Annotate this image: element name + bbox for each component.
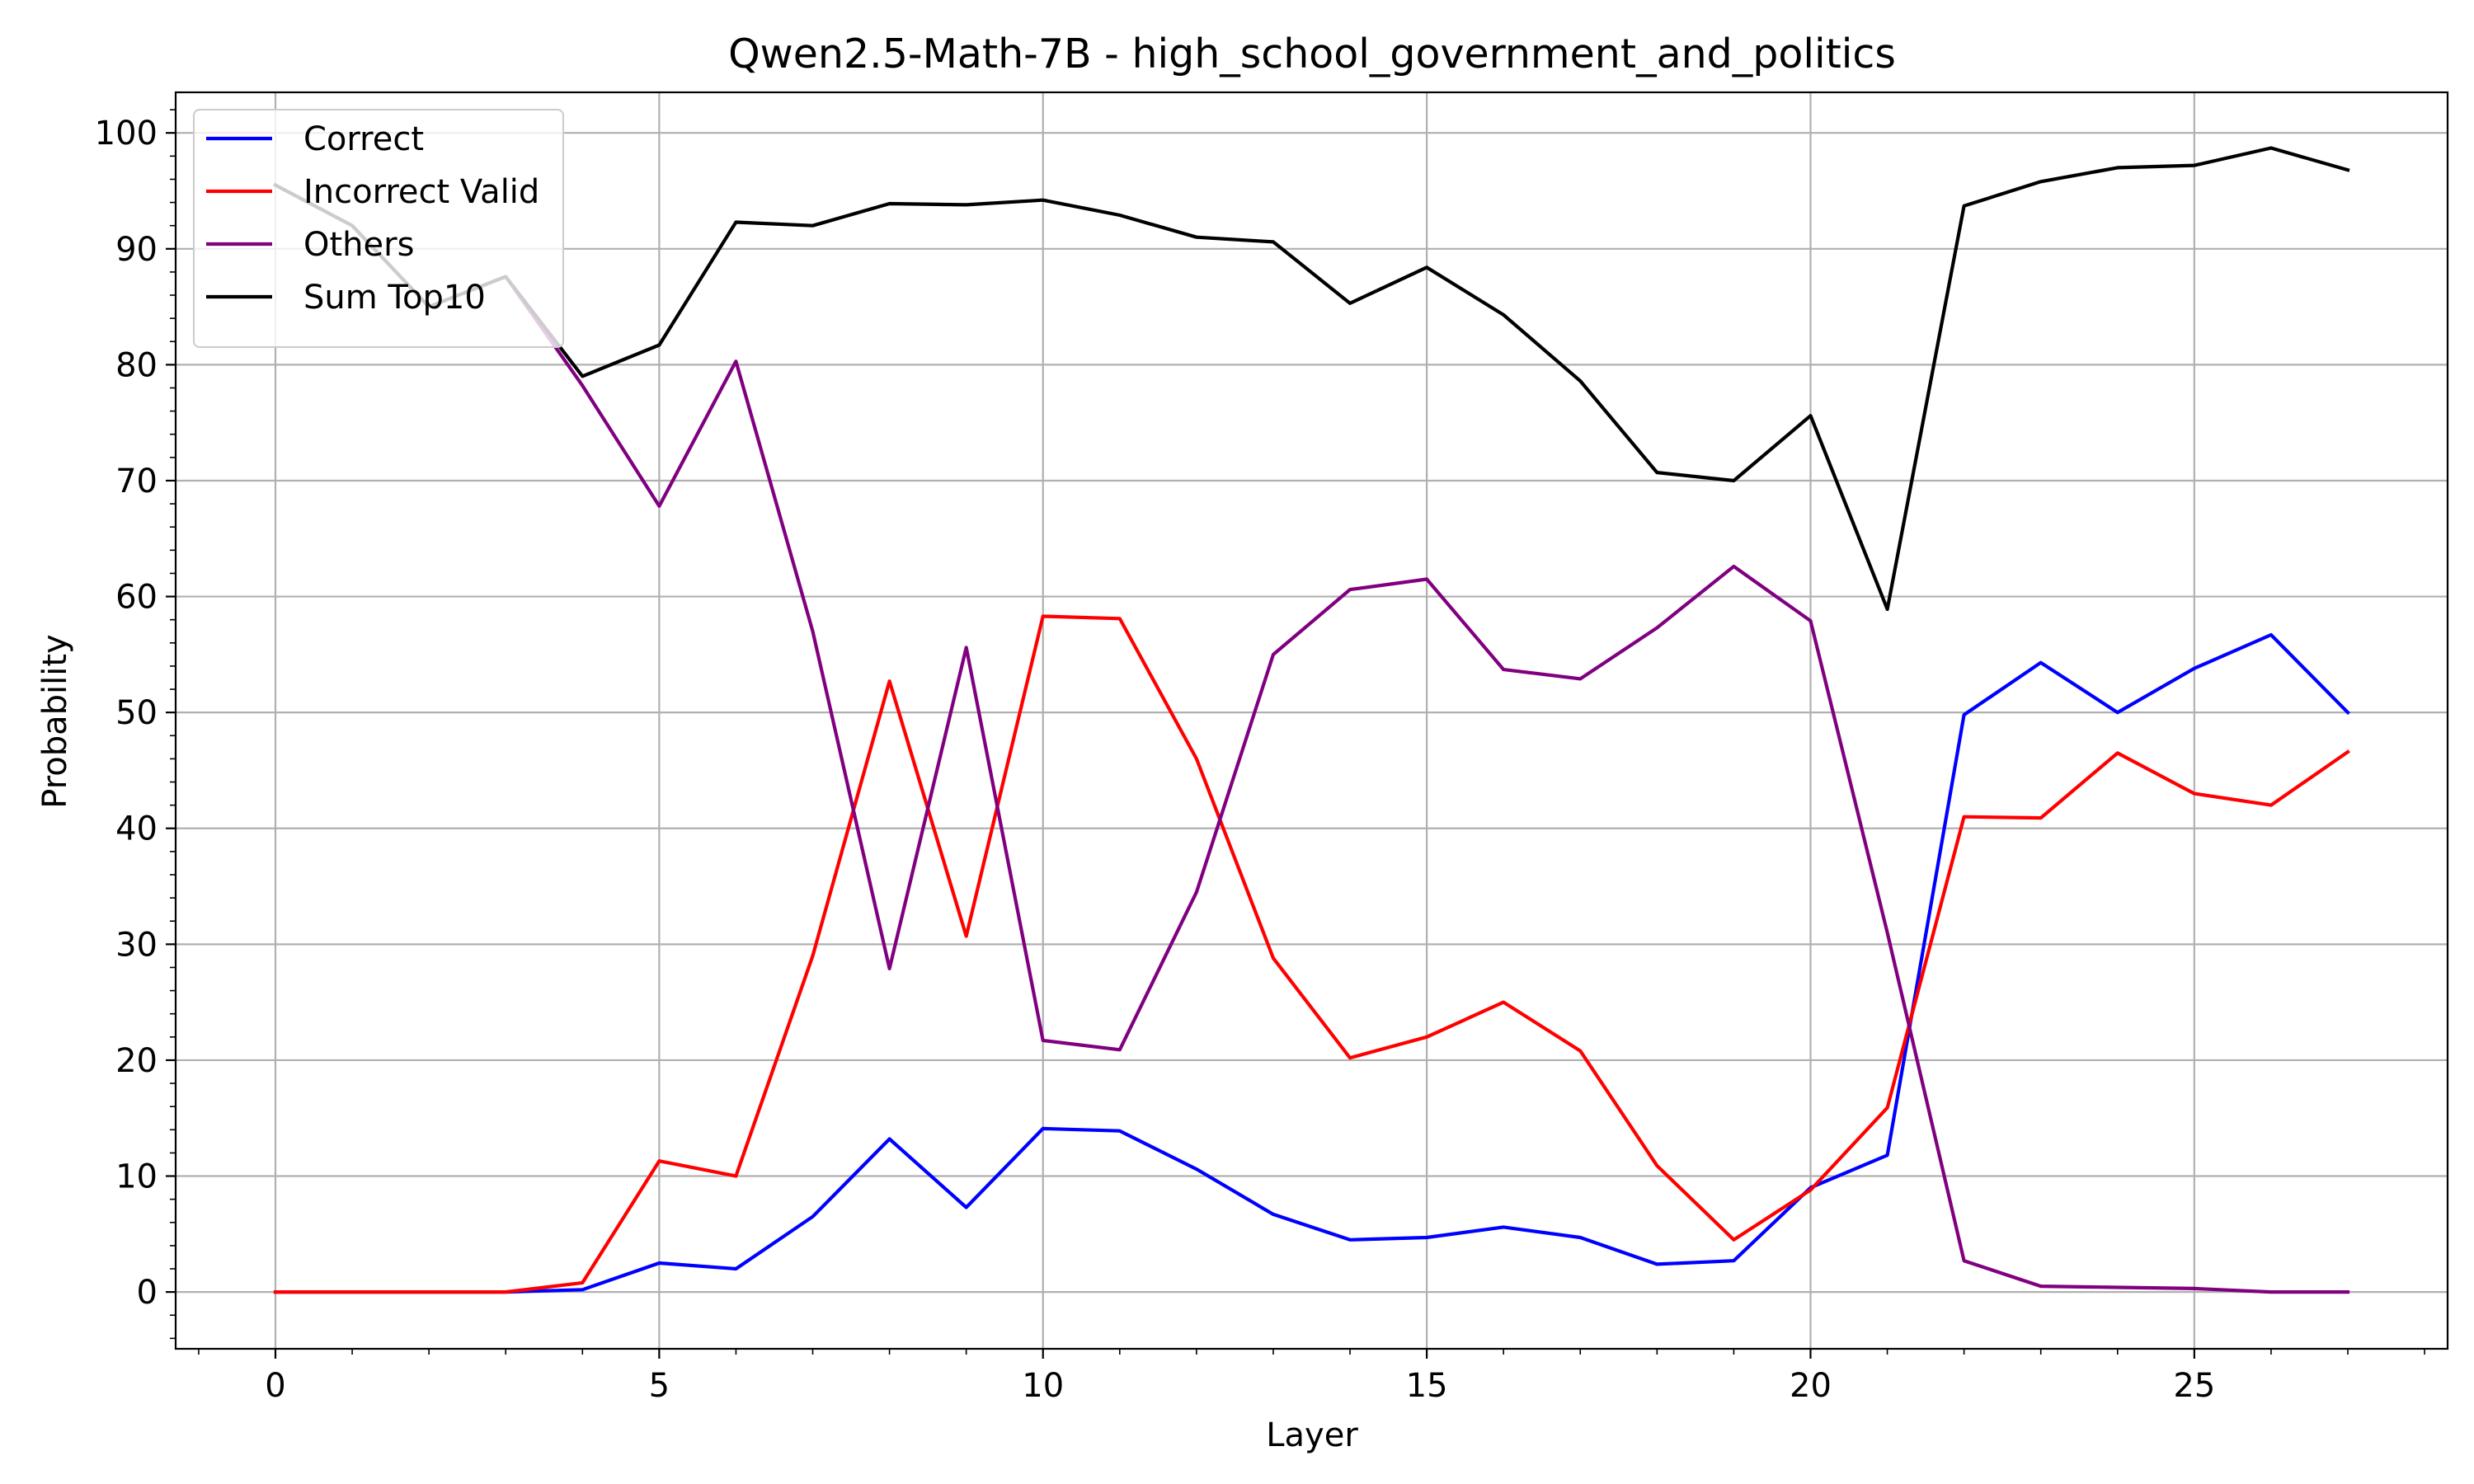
y-tick-label: 50 <box>115 694 158 732</box>
y-tick-label: 0 <box>137 1274 158 1312</box>
y-tick-label: 90 <box>115 231 158 269</box>
x-tick-label: 5 <box>649 1367 670 1405</box>
grid <box>176 92 2448 1349</box>
y-tick-label: 80 <box>115 346 158 384</box>
legend: Correct Incorrect Valid Others Sum Top10 <box>193 109 564 348</box>
chart-title: Qwen2.5-Math-7B - high_school_government… <box>728 31 1896 77</box>
y-tick-label: 20 <box>115 1042 158 1080</box>
y-tick-label: 30 <box>115 926 158 964</box>
legend-box <box>193 109 564 348</box>
plot-frame <box>174 91 2449 1350</box>
series-line-others <box>273 182 2350 1294</box>
legend-label-correct: Correct <box>303 120 424 158</box>
y-tick-label: 60 <box>115 579 158 617</box>
y-tick-label: 70 <box>115 463 158 500</box>
y-axis-label: Probability <box>36 634 74 808</box>
y-tick-label: 100 <box>95 115 158 153</box>
x-tick-label: 10 <box>1022 1367 1064 1405</box>
legend-label-incorrect-valid: Incorrect Valid <box>303 173 539 211</box>
x-tick-label: 0 <box>265 1367 285 1405</box>
series-line-sum-top10 <box>273 146 2350 612</box>
legend-label-others: Others <box>303 226 414 264</box>
x-tick-label: 15 <box>1406 1367 1448 1405</box>
axis-ticks: 0 5 10 15 20 25 0 10 20 30 40 50 60 70 80 90 100 <box>95 109 2425 1405</box>
x-tick-label: 20 <box>1790 1367 1832 1405</box>
y-tick-label: 10 <box>115 1158 158 1196</box>
legend-label-sum-top10: Sum Top10 <box>303 279 486 317</box>
series-lines <box>273 146 2350 1294</box>
x-tick-label: 25 <box>2173 1367 2215 1405</box>
series-line-correct <box>273 632 2350 1294</box>
x-axis-label: Layer <box>1266 1416 1358 1454</box>
series-line-incorrect-valid <box>273 614 2350 1294</box>
y-tick-label: 40 <box>115 810 158 848</box>
